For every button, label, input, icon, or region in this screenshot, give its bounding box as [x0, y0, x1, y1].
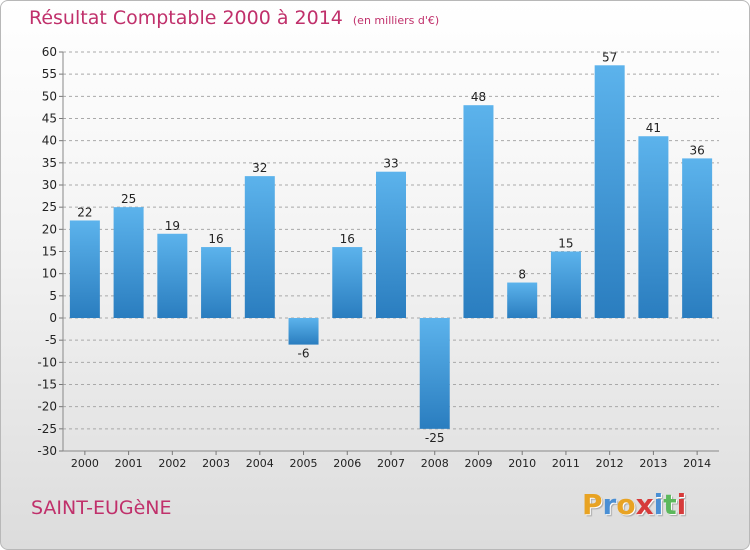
data-label: 16 — [208, 232, 223, 246]
bar — [419, 318, 450, 429]
bar — [244, 176, 275, 318]
y-tick-label: 0 — [49, 311, 57, 325]
axes — [62, 52, 719, 455]
data-label: 48 — [471, 90, 486, 104]
data-label: 25 — [121, 192, 136, 206]
data-label: -6 — [298, 347, 310, 361]
bar — [157, 233, 188, 318]
y-tick-label: 40 — [42, 134, 57, 148]
data-labels: 22 25 19 16 32 -6 16 33 -25 48 8 15 57 41 36 — [77, 50, 705, 445]
x-tick-label: 2008 — [421, 457, 449, 470]
x-tick-label: 2014 — [683, 457, 711, 470]
y-tick-label: 60 — [42, 45, 57, 59]
y-tick-label: -5 — [45, 333, 57, 347]
logo-letter: i — [653, 488, 664, 521]
y-tick-label: 35 — [42, 156, 57, 170]
x-tick-label: 2009 — [464, 457, 492, 470]
data-label: 57 — [602, 50, 617, 64]
town-name: SAINT-EUGèNE — [31, 497, 172, 519]
data-label: 41 — [646, 121, 661, 135]
data-label: -25 — [425, 431, 445, 445]
x-tick-label: 2010 — [508, 457, 536, 470]
y-tick-label: -30 — [37, 444, 57, 458]
x-tick-label: 2007 — [377, 457, 405, 470]
bar — [376, 171, 406, 318]
bar — [463, 105, 494, 318]
logo-letter: r — [602, 488, 617, 521]
data-label: 32 — [252, 161, 267, 175]
logo-letter: o — [616, 488, 636, 521]
chart-subtitle: (en milliers d'€) — [352, 14, 440, 27]
y-tick-label: -10 — [37, 355, 57, 369]
x-tick-label: 2013 — [639, 457, 667, 470]
x-tick-labels: 2000 2001 2002 2003 2004 2005 2006 2007 2008 2009… — [71, 457, 711, 470]
data-label: 16 — [340, 232, 355, 246]
x-tick-label: 2003 — [202, 457, 230, 470]
y-tick-label: 15 — [42, 245, 57, 259]
logo-letter: P — [582, 488, 603, 521]
x-tick-label: 2002 — [158, 457, 186, 470]
y-tick-label: 45 — [42, 112, 57, 126]
x-tick-label: 2011 — [552, 457, 580, 470]
bar — [682, 158, 713, 318]
data-label: 8 — [518, 268, 526, 282]
bar — [332, 247, 363, 318]
y-tick-label: 10 — [42, 267, 57, 281]
data-label: 33 — [383, 157, 398, 171]
x-tick-label: 2004 — [246, 457, 274, 470]
y-tick-label: 30 — [42, 178, 57, 192]
y-tick-label: 5 — [49, 289, 57, 303]
bar — [113, 207, 144, 318]
logo-letter: i — [676, 488, 687, 521]
y-tick-label: -15 — [37, 378, 57, 392]
chart-title: Résultat Comptable 2000 à 2014 (en millie… — [29, 7, 439, 29]
bar — [594, 65, 625, 318]
logo-letter: x — [635, 488, 654, 521]
x-tick-label: 2005 — [290, 457, 318, 470]
data-label: 15 — [558, 237, 573, 251]
bar — [288, 318, 319, 345]
x-tick-label: 2012 — [596, 457, 624, 470]
y-tick-label: -25 — [37, 422, 57, 436]
y-tick-label: 50 — [42, 89, 57, 103]
x-tick-label: 2000 — [71, 457, 99, 470]
x-tick-label: 2006 — [333, 457, 361, 470]
bar — [201, 247, 232, 318]
logo-letter: t — [663, 488, 677, 521]
bar — [69, 220, 100, 318]
title-text: Résultat Comptable 2000 à 2014 — [29, 7, 343, 29]
y-tick-label: 25 — [42, 200, 57, 214]
bar — [550, 251, 581, 318]
data-label: 19 — [165, 219, 180, 233]
data-label: 22 — [77, 205, 92, 219]
bars — [69, 65, 713, 429]
y-tick-labels: 605550454035302520151050-5-10-15-20-25-3… — [37, 45, 57, 458]
proxiti-logo: Proxiti — [582, 488, 686, 521]
y-tick-label: 55 — [42, 67, 57, 81]
y-tick-label: -20 — [37, 400, 57, 414]
y-tick-label: 20 — [42, 222, 57, 236]
data-label: 36 — [689, 143, 704, 157]
bar — [507, 282, 538, 318]
bar — [638, 136, 669, 318]
x-tick-label: 2001 — [115, 457, 143, 470]
